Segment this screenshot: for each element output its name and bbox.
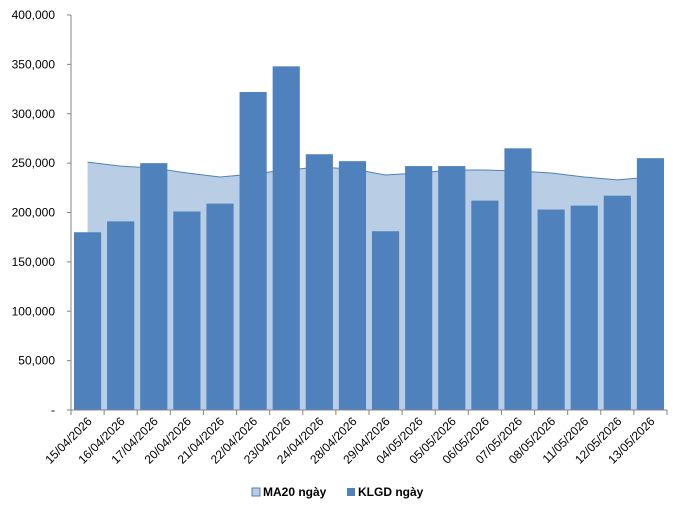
ma20-line [87, 161, 651, 181]
y-tick-label: 100,000 [12, 304, 56, 318]
klgd-bar [405, 166, 433, 410]
y-tick-label: 300,000 [12, 107, 56, 121]
plot-area [73, 66, 665, 411]
klgd-bar [636, 158, 665, 410]
klgd-bar [272, 66, 300, 410]
y-axis: - 50,000 100,000 150,000 200,000 250,000 300,0… [12, 8, 72, 417]
y-tick-label: 50,000 [18, 354, 55, 368]
klgd-bar [338, 161, 367, 410]
klgd-bar [73, 232, 102, 410]
klgd-bar [107, 221, 135, 410]
legend-swatch-klgd [347, 488, 355, 496]
y-tick-label: - [51, 403, 55, 417]
legend-swatch-ma20 [251, 487, 261, 497]
klgd-bar [206, 203, 234, 410]
klgd-bar [603, 195, 631, 410]
legend-label-ma20: MA20 ngày [263, 485, 327, 499]
klgd-bar [371, 231, 400, 410]
ma20-area [87, 162, 651, 410]
klgd-bar [140, 163, 168, 411]
klgd-bar [570, 205, 598, 410]
y-tick-label: 400,000 [12, 8, 56, 22]
klgd-bar [438, 166, 466, 410]
klgd-bar [537, 209, 565, 410]
klgd-bar [471, 200, 499, 410]
legend: MA20 ngày KLGD ngày [251, 485, 424, 499]
y-tick-label: 250,000 [12, 156, 56, 170]
y-tick-label: 350,000 [12, 57, 56, 71]
klgd-bar [504, 148, 532, 410]
y-tick-label: 200,000 [12, 206, 56, 220]
legend-label-klgd: KLGD ngày [358, 485, 424, 499]
klgd-bar [239, 92, 267, 411]
y-tick-label: 150,000 [12, 255, 56, 269]
klgd-bar [173, 211, 201, 410]
x-axis: 15/04/202616/04/202617/04/202620/04/2026… [42, 409, 668, 467]
klgd-bar [305, 154, 333, 410]
